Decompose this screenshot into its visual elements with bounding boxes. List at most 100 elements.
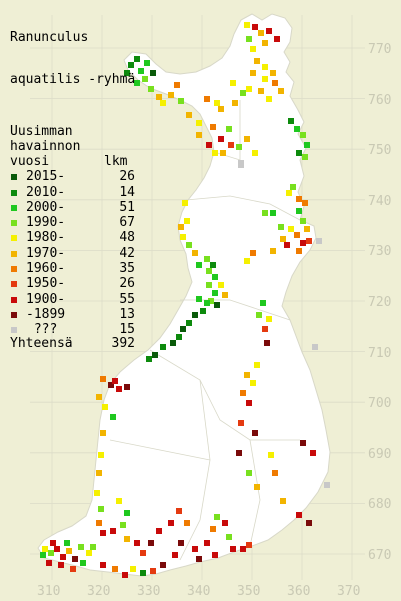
observation-marker: [196, 556, 202, 562]
observation-marker: [262, 76, 268, 82]
legend-item: ??? 15: [10, 322, 135, 337]
observation-marker: [262, 210, 268, 216]
y-tick-label: 710: [368, 345, 392, 361]
observation-marker: [230, 546, 236, 552]
observation-marker: [296, 150, 302, 156]
observation-marker: [160, 344, 166, 350]
x-tick-label: 330: [137, 584, 161, 599]
observation-marker: [176, 334, 182, 340]
legend-item-count: 42: [119, 245, 135, 261]
observation-marker: [160, 562, 166, 568]
observation-marker: [100, 430, 106, 436]
observation-marker: [244, 136, 250, 142]
y-tick-label: 700: [368, 396, 392, 412]
region-boundaries: [109, 100, 301, 561]
observation-marker: [176, 508, 182, 514]
observation-marker: [266, 28, 272, 34]
legend-item-count: 51: [119, 199, 135, 215]
observation-marker: [296, 208, 302, 214]
observation-marker: [178, 224, 184, 230]
observation-marker: [186, 320, 192, 326]
legend-swatch: [11, 266, 17, 273]
observation-marker: [110, 528, 116, 534]
observation-marker: [218, 106, 224, 112]
observation-marker: [192, 312, 198, 318]
observation-marker: [94, 490, 100, 496]
y-tick-label: 690: [368, 446, 392, 462]
observation-marker: [254, 484, 260, 490]
observation-marker: [310, 450, 316, 456]
observation-marker: [252, 24, 258, 30]
observation-marker: [262, 64, 268, 70]
observation-marker: [70, 566, 76, 572]
observation-marker: [144, 60, 150, 66]
observation-marker: [218, 282, 224, 288]
observation-marker: [232, 100, 238, 106]
observation-marker: [294, 232, 300, 238]
observation-marker: [296, 248, 302, 254]
observation-marker: [152, 352, 158, 358]
observation-marker: [196, 132, 202, 138]
observation-marker: [296, 196, 302, 202]
observation-marker: [156, 94, 162, 100]
observation-marker: [272, 80, 278, 86]
observation-marker: [288, 226, 294, 232]
observation-marker: [156, 528, 162, 534]
observation-marker: [246, 36, 252, 42]
observation-marker: [312, 344, 318, 350]
observation-marker: [168, 92, 174, 98]
legend-item-count: 55: [119, 291, 135, 307]
observation-marker: [266, 96, 272, 102]
legend-item: 1970- 42: [10, 246, 135, 261]
observation-marker: [246, 86, 252, 92]
observation-marker: [184, 520, 190, 526]
observation-marker: [210, 124, 216, 130]
legend-swatch: [11, 327, 17, 334]
observation-marker: [150, 568, 156, 574]
observation-marker: [196, 296, 202, 302]
observation-marker: [296, 512, 302, 518]
observation-marker: [170, 340, 176, 346]
observation-marker: [302, 154, 308, 160]
observation-marker: [54, 546, 60, 552]
legend-item-count: 67: [119, 215, 135, 231]
observation-marker: [272, 470, 278, 476]
observation-marker: [210, 262, 216, 268]
y-tick-label: 760: [368, 92, 392, 108]
legend-item: 1950- 26: [10, 276, 135, 291]
legend-item-label: 2015-: [26, 169, 66, 185]
observation-marker: [250, 250, 256, 256]
legend-item-count: 35: [119, 261, 135, 277]
legend-year-heading: vuosi: [10, 154, 50, 169]
observation-marker: [206, 268, 212, 274]
legend-item-count: 14: [119, 184, 135, 200]
legend: Uusimman havainnon vuosi lkm 2015- 26 2010…: [10, 124, 135, 338]
observation-marker: [192, 546, 198, 552]
observation-marker: [204, 540, 210, 546]
observation-marker: [196, 120, 202, 126]
x-tick-label: 320: [87, 584, 111, 599]
observation-marker: [300, 132, 306, 138]
observation-marker: [50, 540, 56, 546]
observation-marker: [182, 200, 188, 206]
observation-marker: [252, 430, 258, 436]
observation-marker: [244, 22, 250, 28]
observation-marker: [180, 326, 186, 332]
observation-marker: [258, 30, 264, 36]
observation-marker: [212, 150, 218, 156]
legend-item-label: 1950-: [26, 276, 66, 292]
x-tick-label: 360: [287, 584, 311, 599]
observation-marker: [128, 62, 134, 68]
observation-marker: [306, 238, 312, 244]
observation-marker: [186, 112, 192, 118]
observation-marker: [66, 548, 72, 554]
observation-marker: [220, 150, 226, 156]
observation-marker: [148, 540, 154, 546]
observation-marker: [264, 340, 270, 346]
observation-marker: [96, 520, 102, 526]
observation-marker: [192, 250, 198, 256]
observation-marker: [270, 70, 276, 76]
observation-marker: [168, 520, 174, 526]
observation-marker: [178, 540, 184, 546]
